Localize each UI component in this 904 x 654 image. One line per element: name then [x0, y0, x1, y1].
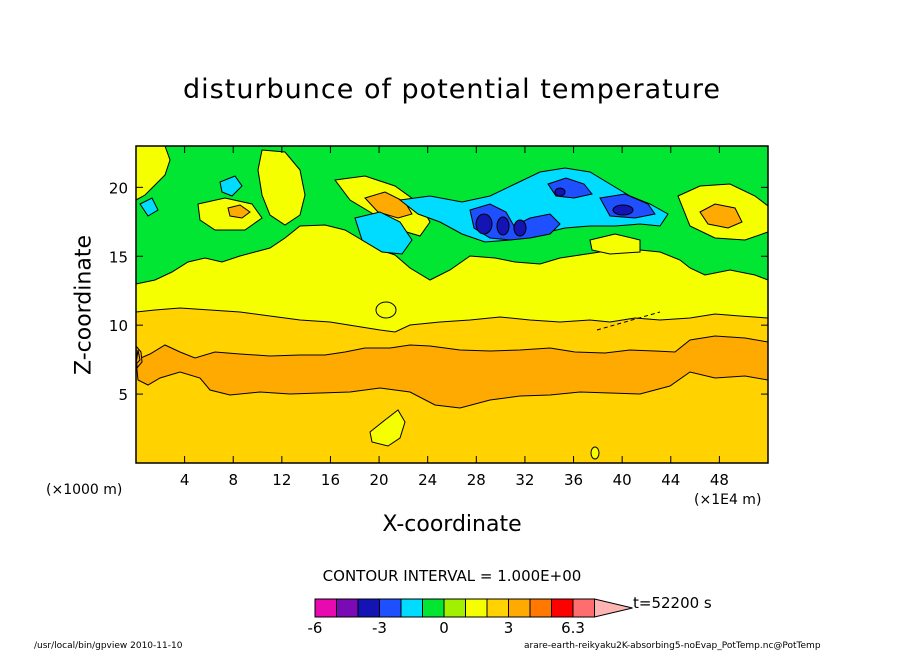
chart-title: disturbunce of potential temperature	[183, 74, 721, 105]
heatmap-yellow-spot	[369, 409, 406, 447]
colorbar-swatch	[508, 598, 531, 618]
x-tick-label: 24	[418, 471, 437, 489]
x-unit-left: (×1000 m)	[46, 482, 123, 498]
colorbar-label: 0	[439, 619, 449, 637]
colorbar-label: -3	[372, 619, 387, 637]
colorbar-swatch	[336, 598, 359, 618]
x-tick-label: 40	[613, 471, 632, 489]
y-ticks: 5 10 15 20	[109, 179, 768, 404]
colorbar-extension-arrow	[594, 598, 633, 618]
y-tick-label: 15	[109, 248, 128, 266]
contour-segment	[596, 311, 661, 331]
heatmap-orange-spot	[136, 349, 141, 365]
heatmap-orange-spot	[227, 204, 251, 219]
x-tick-label: 4	[180, 471, 190, 489]
colorbar-label: 6.3	[561, 619, 585, 637]
heatmap-yellow-spot	[257, 149, 306, 226]
x-tick-label: 44	[661, 471, 680, 489]
x-unit-right: (×1E4 m)	[694, 492, 762, 508]
heatmap-darkblue-core	[554, 187, 566, 197]
x-tick-label: 12	[272, 471, 291, 489]
colorbar-swatch	[400, 598, 423, 618]
y-tick-label: 20	[109, 179, 128, 197]
plot-area	[136, 146, 768, 463]
time-label: t=52200 s	[633, 594, 712, 612]
y-tick-label: 5	[118, 386, 128, 404]
colorbar-swatch	[357, 598, 380, 618]
footer-right: arare-earth-reikyaku2K-absorbing5-noEvap…	[524, 641, 821, 651]
colorbar-swatch	[314, 598, 337, 618]
colorbar-swatch	[443, 598, 466, 618]
heatmap-blue-region	[469, 203, 561, 241]
x-tick-label: 32	[515, 471, 534, 489]
heatmap-cyan-region	[139, 197, 159, 217]
colorbar-swatch	[379, 598, 402, 618]
x-ticks: 4 8 12 16 20 24 28 32 36 40 44 48	[180, 146, 729, 489]
x-tick-label: 8	[228, 471, 238, 489]
x-tick-label: 16	[321, 471, 340, 489]
x-axis-label: X-coordinate	[382, 512, 522, 537]
colorbar-swatch	[572, 598, 595, 618]
heatmap-cyan-region	[219, 175, 243, 197]
heatmap-yellow-spot	[136, 146, 171, 201]
heatmap-yellow-spot	[589, 233, 641, 255]
colorbar: -6 -3 0 3 6.3	[308, 598, 633, 637]
heatmap-cyan-region	[398, 167, 669, 243]
x-tick-label: 28	[467, 471, 486, 489]
colorbar-swatch	[465, 598, 488, 618]
heatmap-darkblue-core	[475, 213, 493, 235]
heatmap-yellow-dot	[375, 301, 397, 319]
plot-frame	[135, 145, 769, 464]
colorbar-label: -6	[308, 619, 323, 637]
colorbar-swatch	[422, 598, 445, 618]
colorbar-label: 3	[504, 619, 514, 637]
colorbar-swatch	[551, 598, 574, 618]
heatmap-darkblue-core	[513, 219, 527, 237]
heatmap-darkblue-core	[496, 216, 510, 236]
colorbar-swatch	[529, 598, 552, 618]
x-tick-label: 36	[564, 471, 583, 489]
heatmap-yellow-dot	[590, 446, 600, 460]
contour-interval: CONTOUR INTERVAL = 1.000E+00	[322, 567, 582, 585]
colorbar-swatch	[486, 598, 509, 618]
heatmap-darkblue-core	[612, 204, 634, 216]
footer-left: /usr/local/bin/gpview 2010-11-10	[34, 641, 183, 651]
heatmap-orange-band	[136, 335, 768, 409]
y-tick-label: 10	[109, 317, 128, 335]
x-tick-label: 48	[710, 471, 729, 489]
heatmap-cyan-region	[354, 211, 413, 255]
heatmap-orange-spot	[699, 203, 743, 229]
x-tick-label: 20	[370, 471, 389, 489]
